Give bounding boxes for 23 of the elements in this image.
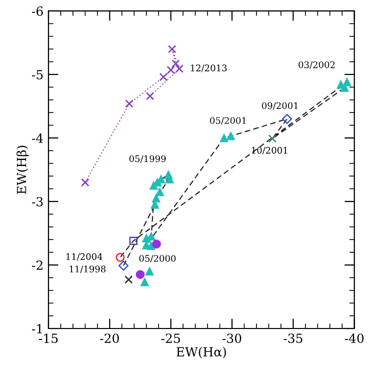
x-tick-label: -20 [100,334,119,344]
x-tick-label: -35 [284,334,302,344]
x-tick-label: -40 [344,334,364,344]
annotation: 12/2013 [190,64,227,72]
y-tick-label: -1 [32,324,42,334]
y-tick-label: -2 [32,260,42,270]
y-tick-label: -3 [32,196,43,206]
x-tick-label: -30 [222,334,242,344]
annotation: 05/2000 [139,254,176,263]
y-tick-label: -4 [32,133,43,143]
y-tick-label: -6 [32,6,43,16]
annotation: 11/1998 [70,266,106,274]
annotation: 03/2002 [298,61,335,69]
annotation: 05/1999 [129,155,166,163]
x-tick-label: -25 [161,334,180,344]
y-tick-label: -5 [32,70,43,80]
annotation: 09/2001 [262,102,298,110]
annotation: 05/2001 [210,117,246,125]
y-axis-title: EW(Hβ) [16,146,29,194]
annotation: 10/2001 [252,146,288,154]
x-tick-label: -15 [38,334,58,344]
annotation: 11/2004 [66,253,102,261]
x-axis-title: EW(Hα) [176,346,226,358]
